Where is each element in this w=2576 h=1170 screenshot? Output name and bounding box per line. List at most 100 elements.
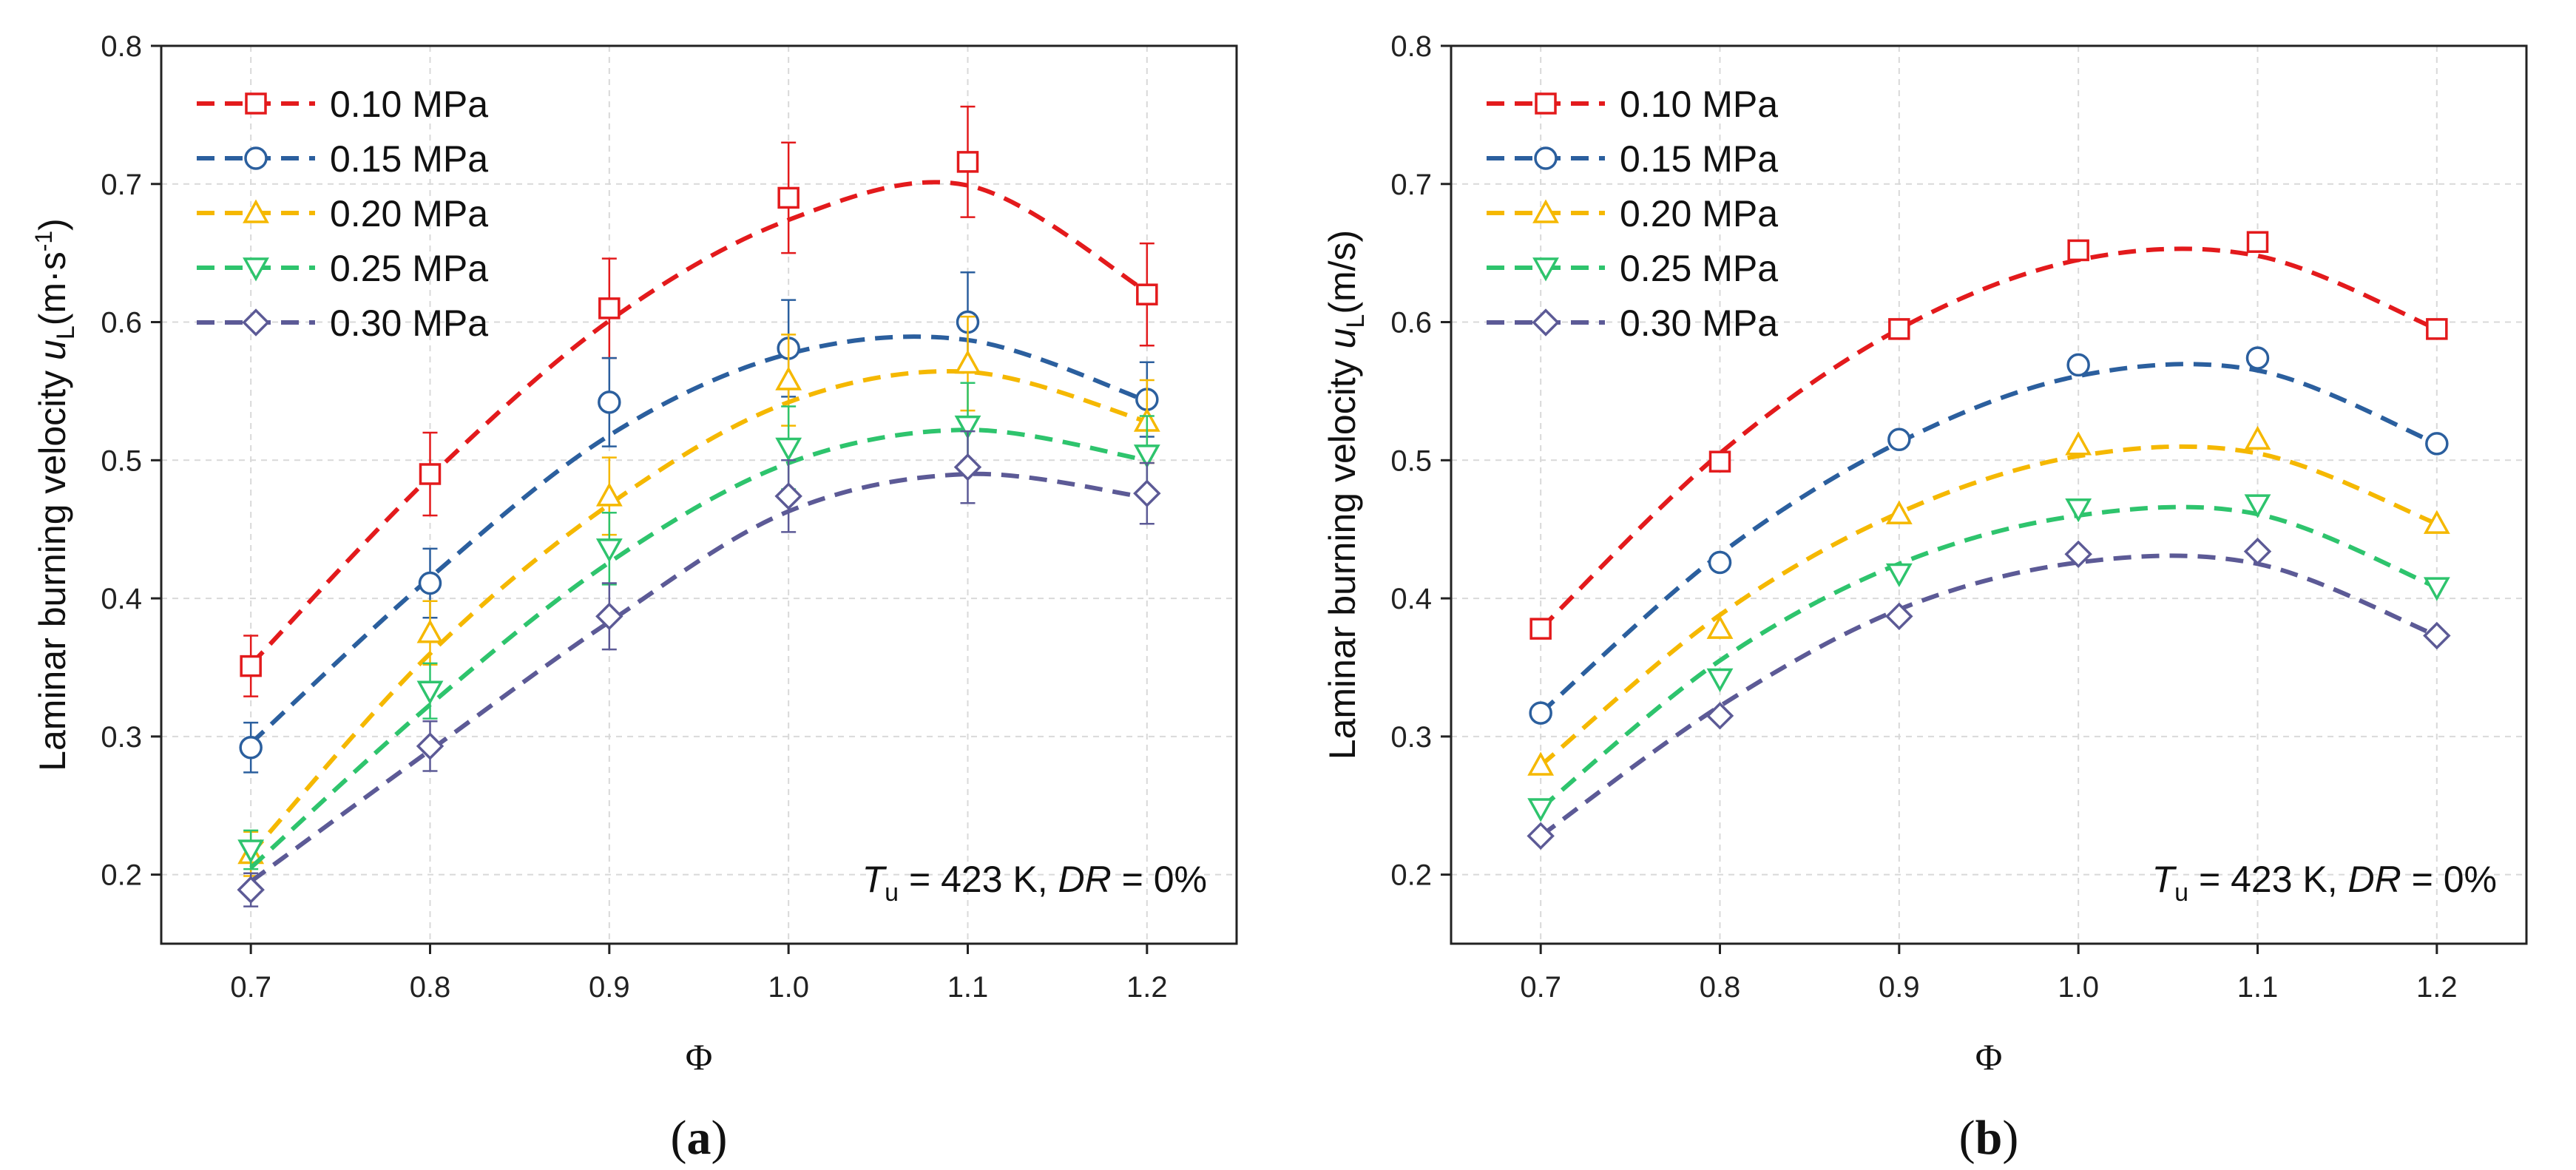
b-ytick-label-6: 0.8	[1390, 30, 1432, 63]
a-series-0-fit-line	[249, 180, 1149, 666]
panel-b-chart: 0.7 0.8 0.9 1.0 1.1 1.2 0.2 0.3 0.4 0.5 0.6 0.7 0.8 Φ…	[1322, 30, 2528, 1165]
a-legend-label-0: 0.10 MPa	[330, 84, 488, 125]
b-xtick-label-1: 0.8	[1700, 971, 1741, 1004]
a-ytick-label-1: 0.3	[101, 721, 142, 754]
a-y-axis-label: Laminar burning velocity uL(m·s-1)	[30, 218, 80, 771]
b-series-4-point-0	[1527, 822, 1555, 851]
a-ylabel-unit-sup: -1	[30, 231, 57, 251]
a-xtick-label-4: 1.1	[947, 971, 989, 1004]
b-series-2-fit-line	[1539, 444, 2438, 768]
b-series-4-point-2	[1885, 602, 1913, 631]
a-annotation-text2: = 0%	[1112, 859, 1207, 900]
b-series-2-point-1	[1706, 615, 1734, 639]
a-legend-marker-3	[243, 257, 269, 282]
a-series-4-point-4	[953, 453, 982, 481]
a-annotation-DR: DR	[1058, 859, 1112, 900]
a-xtick-label-2: 0.9	[589, 971, 630, 1004]
a-annotation-T: T	[862, 859, 888, 900]
a-series-3-point-2	[595, 538, 623, 563]
b-xtick-label-5: 1.2	[2416, 971, 2458, 1004]
a-series-2-point-1	[416, 619, 444, 643]
a-grid	[161, 45, 1237, 944]
b-xtick-label-0: 0.7	[1520, 971, 1561, 1004]
a-series-4-fit-line	[249, 471, 1148, 884]
b-series-0-point-3	[2067, 239, 2089, 262]
a-panel-label-letter: a	[687, 1111, 711, 1165]
b-series-4-point-1	[1705, 702, 1734, 730]
b-series-3-point-2	[1885, 563, 1913, 588]
b-ytick-label-2: 0.4	[1390, 583, 1432, 615]
a-ylabel-unit: (m·s	[32, 251, 73, 325]
b-series-4-point-4	[2243, 537, 2272, 566]
b-series-1-point-1	[1708, 550, 1732, 575]
b-x-axis-label: Φ	[1975, 1036, 2003, 1078]
b-annotation-text2: = 0%	[2401, 859, 2497, 900]
b-series-1-point-4	[2245, 346, 2270, 370]
b-panel-label: (b)	[1959, 1111, 2019, 1165]
a-panel-label-open: (	[671, 1111, 687, 1165]
a-series-0-point-3	[777, 186, 799, 209]
b-series-1	[1529, 346, 2449, 725]
b-ylabel-var: u	[1322, 328, 1363, 349]
b-legend: 0.10 MPa 0.15 MPa 0.20 MPa 0.25 MPa 0.30 MPa	[1487, 84, 1778, 344]
a-series-4	[237, 430, 1161, 907]
a-series-3-point-1	[416, 680, 444, 705]
b-series-2-point-5	[2423, 510, 2450, 534]
b-y-axis-label: Laminar burning velocity uL(m/s)	[1322, 230, 1370, 760]
b-series-2-point-4	[2244, 425, 2271, 450]
a-series-3-fit-line	[249, 427, 1148, 870]
b-series-2-point-3	[2065, 431, 2092, 456]
b-legend-marker-4	[1532, 308, 1560, 337]
a-xtick-label-0: 0.7	[230, 971, 271, 1004]
b-ylabel-main: Laminar burning velocity	[1322, 348, 1363, 760]
a-xtick-label-1: 0.8	[410, 971, 451, 1004]
a-legend-label-3: 0.25 MPa	[330, 248, 488, 289]
a-xtick-label-3: 1.0	[768, 971, 809, 1004]
b-series-0-point-0	[1529, 618, 1552, 640]
a-ytick-label-2: 0.4	[101, 583, 142, 615]
a-ylabel-sub: L	[52, 325, 80, 339]
b-series-4-point-5	[2423, 621, 2451, 650]
a-legend-marker-2	[243, 199, 269, 223]
a-plot-frame	[160, 44, 1238, 945]
a-series-2	[237, 315, 1160, 877]
b-legend-marker-2	[1532, 199, 1559, 223]
b-ytick-label-4: 0.6	[1390, 307, 1432, 339]
b-annotation-text1: = 423 K,	[2188, 859, 2347, 900]
a-series-3-point-4	[954, 415, 981, 440]
b-series-0-point-2	[1888, 318, 1910, 340]
b-series-1-point-5	[2425, 432, 2449, 456]
b-series-0-fit-line	[1539, 246, 2438, 631]
a-annotation-text1: = 423 K,	[899, 859, 1058, 900]
a-series-3-point-3	[775, 437, 802, 462]
b-legend-label-2: 0.20 MPa	[1620, 193, 1778, 234]
a-series-4-point-3	[774, 482, 802, 510]
b-plot-frame	[1450, 44, 2528, 945]
b-ylabel-sub: L	[1342, 314, 1370, 328]
a-series-0-point-4	[956, 151, 979, 173]
a-series-0-point-2	[598, 297, 621, 319]
a-series-1-point-1	[418, 571, 442, 595]
b-xtick-label-3: 1.0	[2058, 971, 2099, 1004]
a-legend-marker-1	[244, 146, 268, 170]
b-legend-label-4: 0.30 MPa	[1620, 302, 1778, 344]
b-annotation-sub: u	[2174, 879, 2188, 907]
b-series-2-point-2	[1885, 500, 1913, 524]
a-series-0	[240, 105, 1158, 697]
b-series-0	[1529, 231, 2448, 640]
a-legend: 0.10 MPa 0.15 MPa 0.20 MPa 0.25 MPa 0.30 MPa	[197, 84, 488, 344]
a-legend-marker-4	[242, 308, 270, 337]
a-series-2-point-4	[954, 350, 981, 374]
b-legend-label-3: 0.25 MPa	[1620, 248, 1778, 289]
a-annotation: Tu = 423 K, DR = 0%	[862, 859, 1207, 907]
a-series-1-point-0	[239, 736, 263, 760]
b-series-0-point-4	[2246, 231, 2269, 253]
b-series-3	[1527, 494, 2450, 822]
a-ytick-label-0: 0.2	[101, 859, 142, 892]
a-annotation-sub: u	[885, 879, 899, 907]
b-ytick-label-1: 0.3	[1390, 721, 1432, 754]
a-legend-label-4: 0.30 MPa	[330, 302, 488, 344]
b-annotation: Tu = 423 K, DR = 0%	[2152, 859, 2497, 907]
a-series-4-point-1	[416, 732, 444, 760]
